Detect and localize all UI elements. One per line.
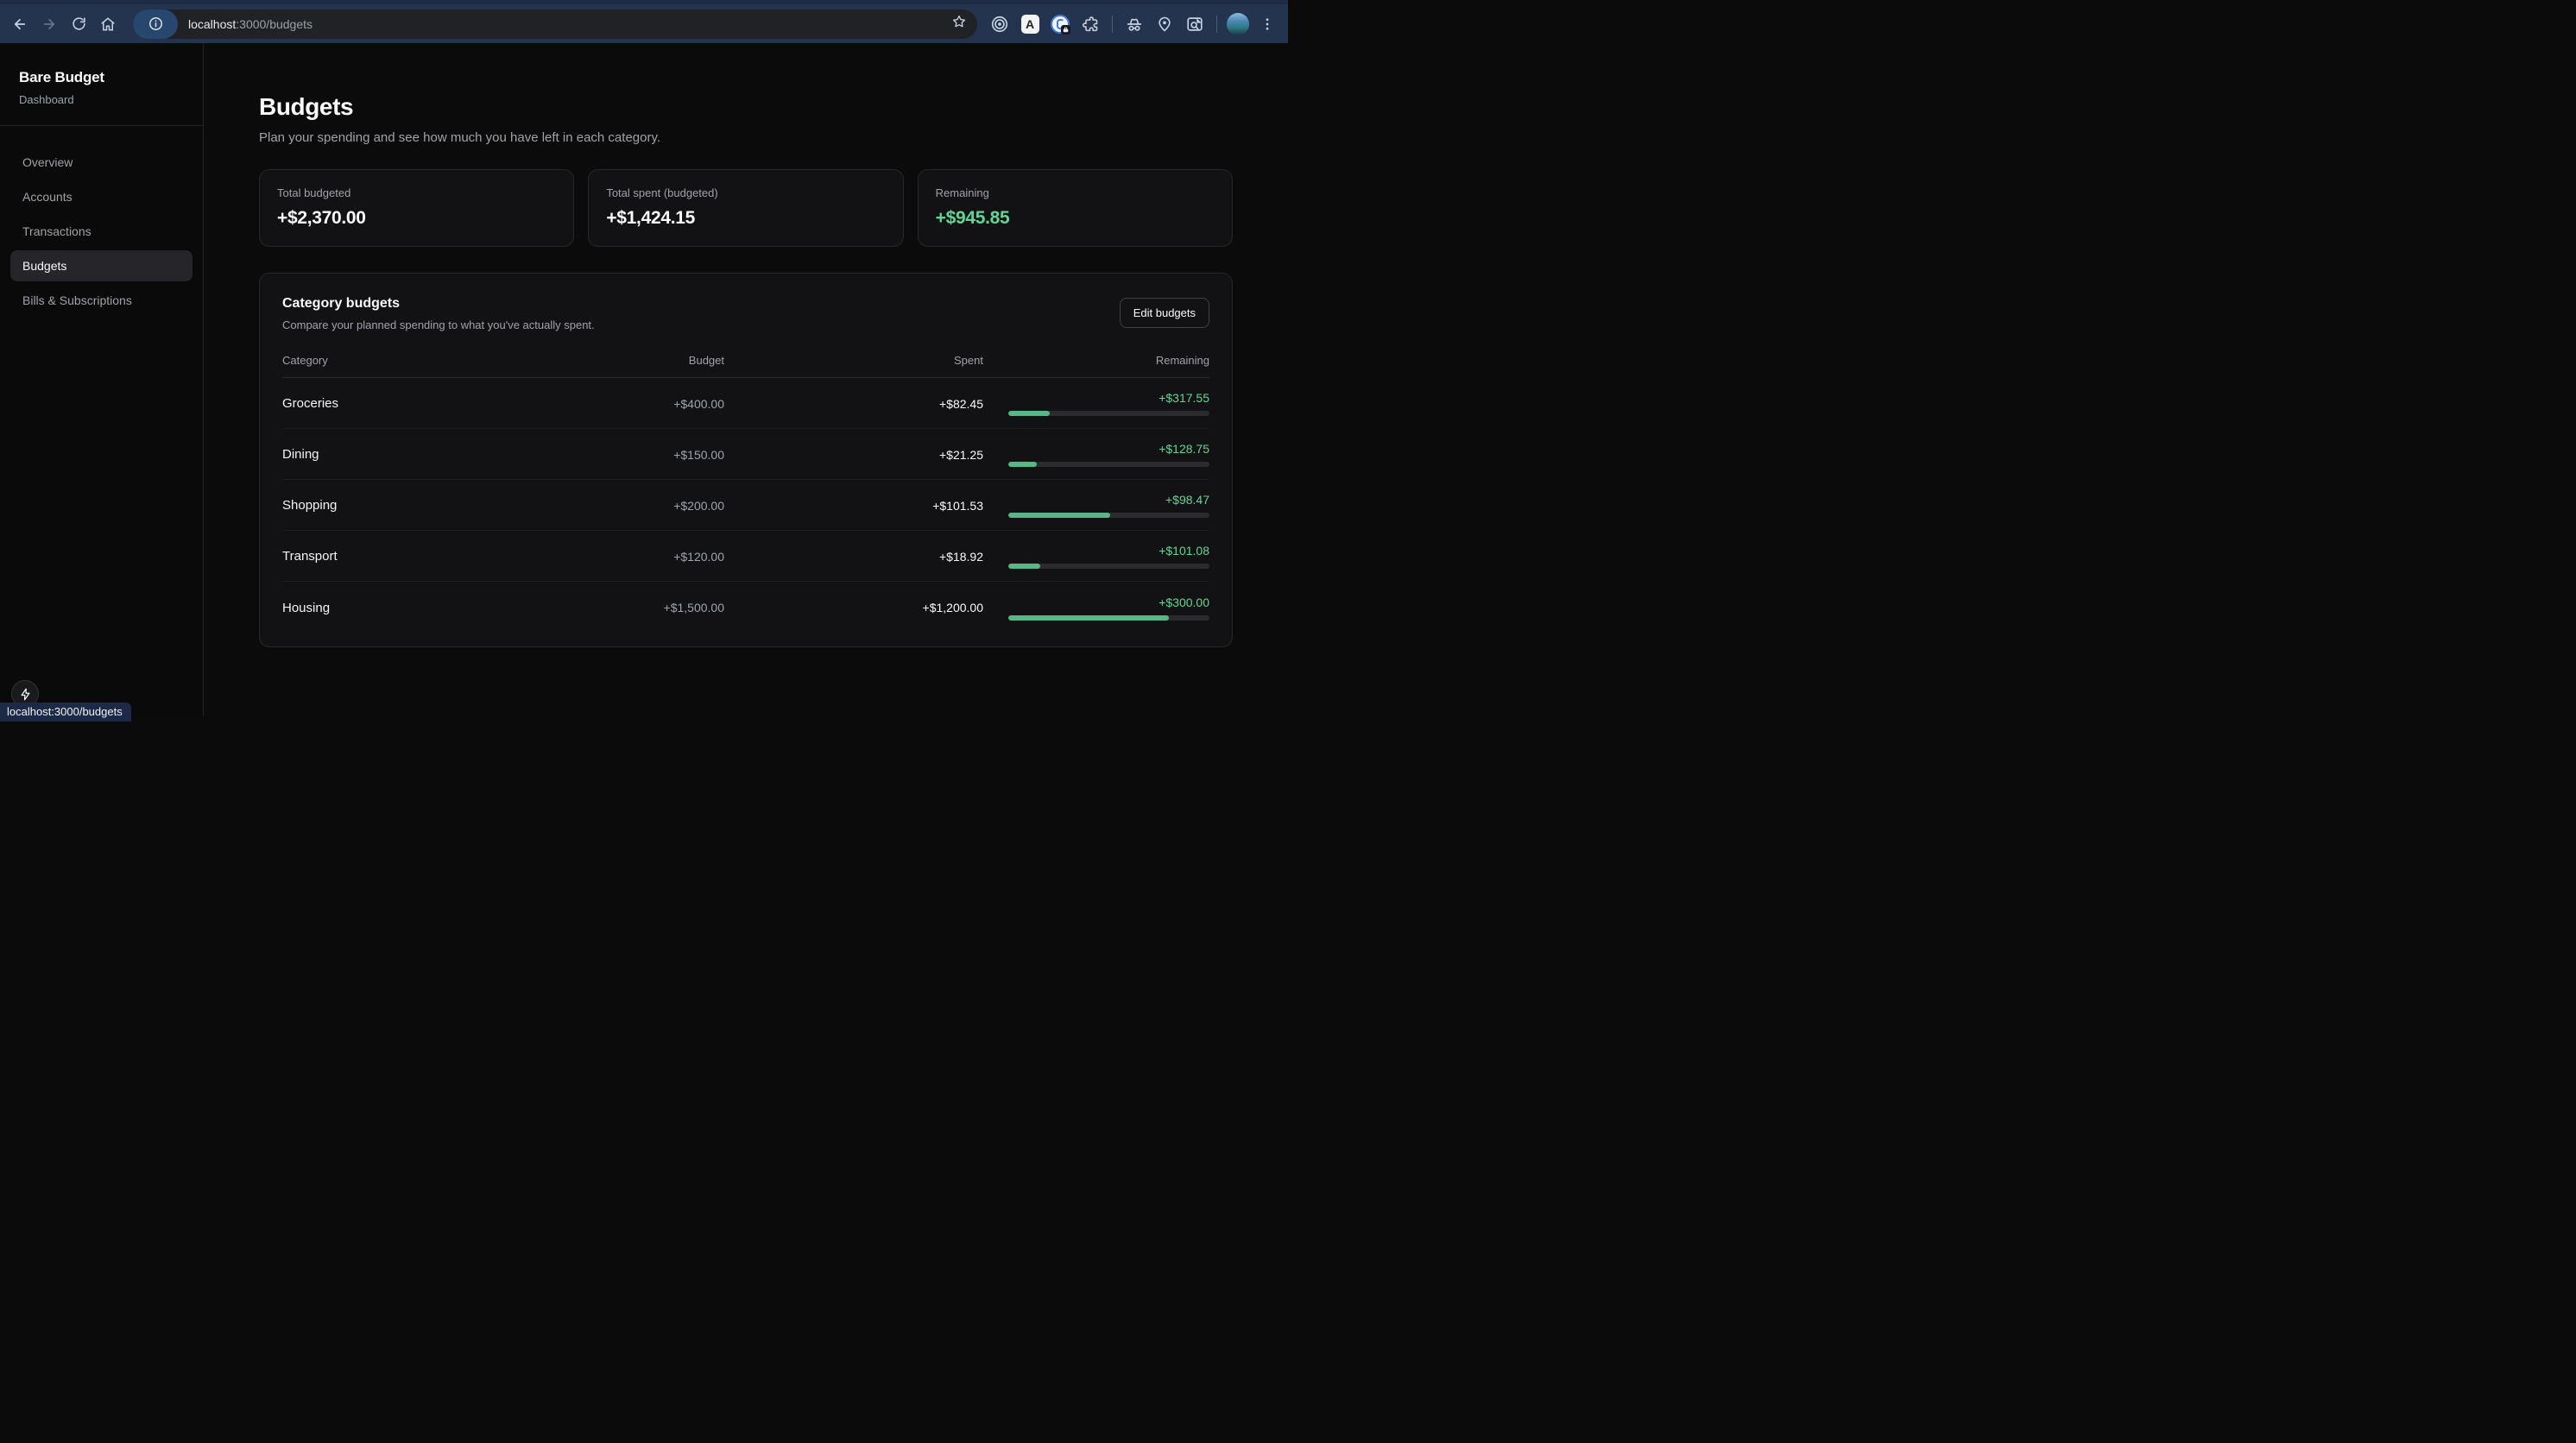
card-total-budgeted: Total budgeted +$2,370.00 — [259, 169, 575, 247]
spent-value: +$101.53 — [932, 498, 983, 513]
main-content: Budgets Plan your spending and see how m… — [204, 43, 1288, 717]
password-lock-extension-icon[interactable] — [1048, 12, 1072, 36]
column-header-remaining: Remaining — [1155, 354, 1209, 367]
table-header: Category Budget Spent Remaining — [282, 354, 1209, 378]
spent-value: +$18.92 — [939, 549, 983, 564]
remaining-cell: +$300.00 — [983, 595, 1209, 621]
reload-icon[interactable] — [66, 11, 92, 37]
app-subtitle: Dashboard — [19, 93, 74, 106]
budget-value: +$120.00 — [673, 549, 724, 564]
remaining-cell: +$317.55 — [983, 391, 1209, 416]
home-icon[interactable] — [95, 11, 121, 37]
budget-progress-fill — [1008, 411, 1050, 416]
extensions-puzzle-icon[interactable] — [1078, 12, 1102, 36]
category-name: Transport — [282, 549, 338, 564]
summary-cards: Total budgeted +$2,370.00 Total spent (b… — [259, 169, 1233, 247]
table-row: Shopping +$200.00 +$101.53 +$98.47 — [282, 480, 1209, 531]
status-bar-link: localhost:3000/budgets — [0, 703, 131, 722]
budget-progress-fill — [1008, 513, 1111, 518]
page-title: Budgets — [259, 93, 354, 120]
budget-progress-bar — [1008, 462, 1209, 467]
remaining-cell: +$128.75 — [983, 442, 1209, 467]
table-row: Transport +$120.00 +$18.92 +$101.08 — [282, 531, 1209, 582]
sidebar-item-overview[interactable]: Overview — [22, 155, 73, 169]
remaining-value: +$300.00 — [1159, 595, 1209, 609]
panel-title: Category budgets — [282, 296, 401, 311]
remaining-value: +$101.08 — [1159, 544, 1209, 558]
remaining-cell: +$98.47 — [983, 493, 1209, 518]
browser-toolbar: localhost:3000/budgets A — [0, 0, 1288, 43]
spent-value: +$82.45 — [939, 396, 983, 411]
bullseye-extension-icon[interactable] — [988, 12, 1012, 36]
table-row: Groceries +$400.00 +$82.45 +$317.55 — [282, 378, 1209, 429]
column-header-category: Category — [282, 354, 328, 367]
card-total-spent: Total spent (budgeted) +$1,424.15 — [588, 169, 904, 247]
budget-progress-bar — [1008, 411, 1209, 416]
budget-progress-fill — [1008, 564, 1040, 569]
url-path: :3000/budgets — [236, 16, 313, 31]
remaining-value: +$317.55 — [1159, 391, 1209, 405]
budget-value: +$1,500.00 — [663, 601, 724, 614]
app-title: Bare Budget — [19, 69, 104, 85]
card-label: Total budgeted — [277, 186, 351, 199]
budget-progress-bar — [1008, 614, 1209, 621]
spent-value: +$21.25 — [939, 447, 983, 462]
browser-menu-icon[interactable] — [1255, 12, 1279, 36]
spent-value: +$1,200.00 — [922, 601, 983, 614]
url-text[interactable]: localhost:3000/budgets — [188, 17, 941, 31]
sidebar-item-transactions[interactable]: Transactions — [22, 224, 92, 238]
column-header-spent: Spent — [954, 354, 983, 367]
remaining-value: +$128.75 — [1159, 442, 1209, 456]
sidebar: Bare Budget Dashboard Overview Accounts … — [0, 43, 204, 717]
card-value: +$2,370.00 — [277, 208, 366, 228]
category-name: Shopping — [282, 498, 338, 513]
panel-subtitle: Compare your planned spending to what yo… — [282, 318, 595, 331]
sidebar-item-accounts[interactable]: Accounts — [22, 190, 73, 204]
extensions-area: A — [988, 12, 1279, 36]
budget-value: +$150.00 — [673, 447, 724, 462]
category-budgets-panel: Category budgets Compare your planned sp… — [259, 273, 1233, 647]
toolbar-separator — [1112, 15, 1113, 33]
address-bar[interactable]: localhost:3000/budgets — [133, 9, 977, 39]
card-value: +$945.85 — [935, 208, 1010, 228]
budget-progress-bar — [1008, 564, 1209, 569]
disguise-hat-icon[interactable] — [1122, 12, 1146, 36]
category-name: Groceries — [282, 396, 339, 411]
card-label: Remaining — [935, 186, 989, 199]
location-pin-icon[interactable] — [1152, 12, 1177, 36]
sidebar-item-bills-subscriptions[interactable]: Bills & Subscriptions — [22, 293, 132, 307]
card-label: Total spent (budgeted) — [606, 186, 718, 199]
sidebar-header: Bare Budget Dashboard — [0, 43, 203, 126]
table-body: Groceries +$400.00 +$82.45 +$317.55 Dini… — [282, 378, 1209, 633]
budget-value: +$400.00 — [673, 396, 724, 411]
budget-progress-bar — [1008, 513, 1209, 518]
profile-avatar[interactable] — [1227, 12, 1249, 35]
remaining-cell: +$101.08 — [983, 544, 1209, 569]
column-header-budget: Budget — [688, 354, 724, 367]
budget-value: +$200.00 — [673, 498, 724, 513]
sidebar-item-budgets[interactable]: Budgets — [10, 250, 193, 281]
side-panel-search-icon[interactable] — [1183, 12, 1207, 36]
site-info-icon[interactable] — [133, 9, 178, 39]
card-remaining: Remaining +$945.85 — [917, 169, 1233, 247]
budget-progress-fill — [1008, 614, 1170, 621]
a-extension-icon[interactable]: A — [1018, 12, 1042, 36]
category-name: Housing — [282, 600, 331, 615]
sidebar-nav: Overview Accounts Transactions Budgets B… — [0, 126, 203, 337]
budget-progress-fill — [1008, 462, 1038, 467]
card-value: +$1,424.15 — [606, 208, 696, 228]
category-name: Dining — [282, 447, 319, 462]
edit-budgets-button[interactable]: Edit budgets — [1119, 298, 1209, 328]
toolbar-separator — [1216, 15, 1217, 33]
table-row: Dining +$150.00 +$21.25 +$128.75 — [282, 429, 1209, 480]
remaining-value: +$98.47 — [1165, 493, 1209, 507]
forward-icon[interactable] — [36, 11, 62, 37]
table-row: Housing +$1,500.00 +$1,200.00 +$300.00 — [282, 582, 1209, 633]
page-subtitle: Plan your spending and see how much you … — [259, 130, 661, 145]
back-icon[interactable] — [7, 11, 33, 37]
bookmark-star-icon[interactable] — [941, 14, 977, 34]
url-host: localhost — [188, 16, 237, 31]
